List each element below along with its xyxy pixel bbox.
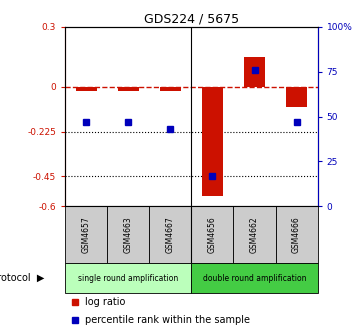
Bar [202, 87, 223, 196]
Bar [234, 206, 275, 263]
Bar [244, 57, 265, 87]
Bar [275, 206, 318, 263]
Bar [191, 263, 318, 293]
Text: double round amplification: double round amplification [203, 274, 306, 283]
Text: GSM4663: GSM4663 [124, 216, 132, 253]
Text: log ratio: log ratio [85, 297, 126, 307]
Bar [107, 206, 149, 263]
Text: GSM4667: GSM4667 [166, 216, 175, 253]
Bar [65, 206, 107, 263]
Bar [191, 206, 234, 263]
Text: GSM4657: GSM4657 [82, 216, 91, 253]
Text: protocol  ▶: protocol ▶ [0, 273, 44, 283]
Bar [160, 87, 181, 91]
Title: GDS224 / 5675: GDS224 / 5675 [144, 13, 239, 26]
Text: GSM4662: GSM4662 [250, 216, 259, 253]
Bar [118, 87, 139, 91]
Text: single round amplification: single round amplification [78, 274, 178, 283]
Text: percentile rank within the sample: percentile rank within the sample [85, 315, 250, 325]
Bar [75, 87, 96, 91]
Text: GSM4656: GSM4656 [208, 216, 217, 253]
Bar [286, 87, 307, 107]
Bar [65, 263, 191, 293]
Bar [149, 206, 191, 263]
Text: GSM4666: GSM4666 [292, 216, 301, 253]
